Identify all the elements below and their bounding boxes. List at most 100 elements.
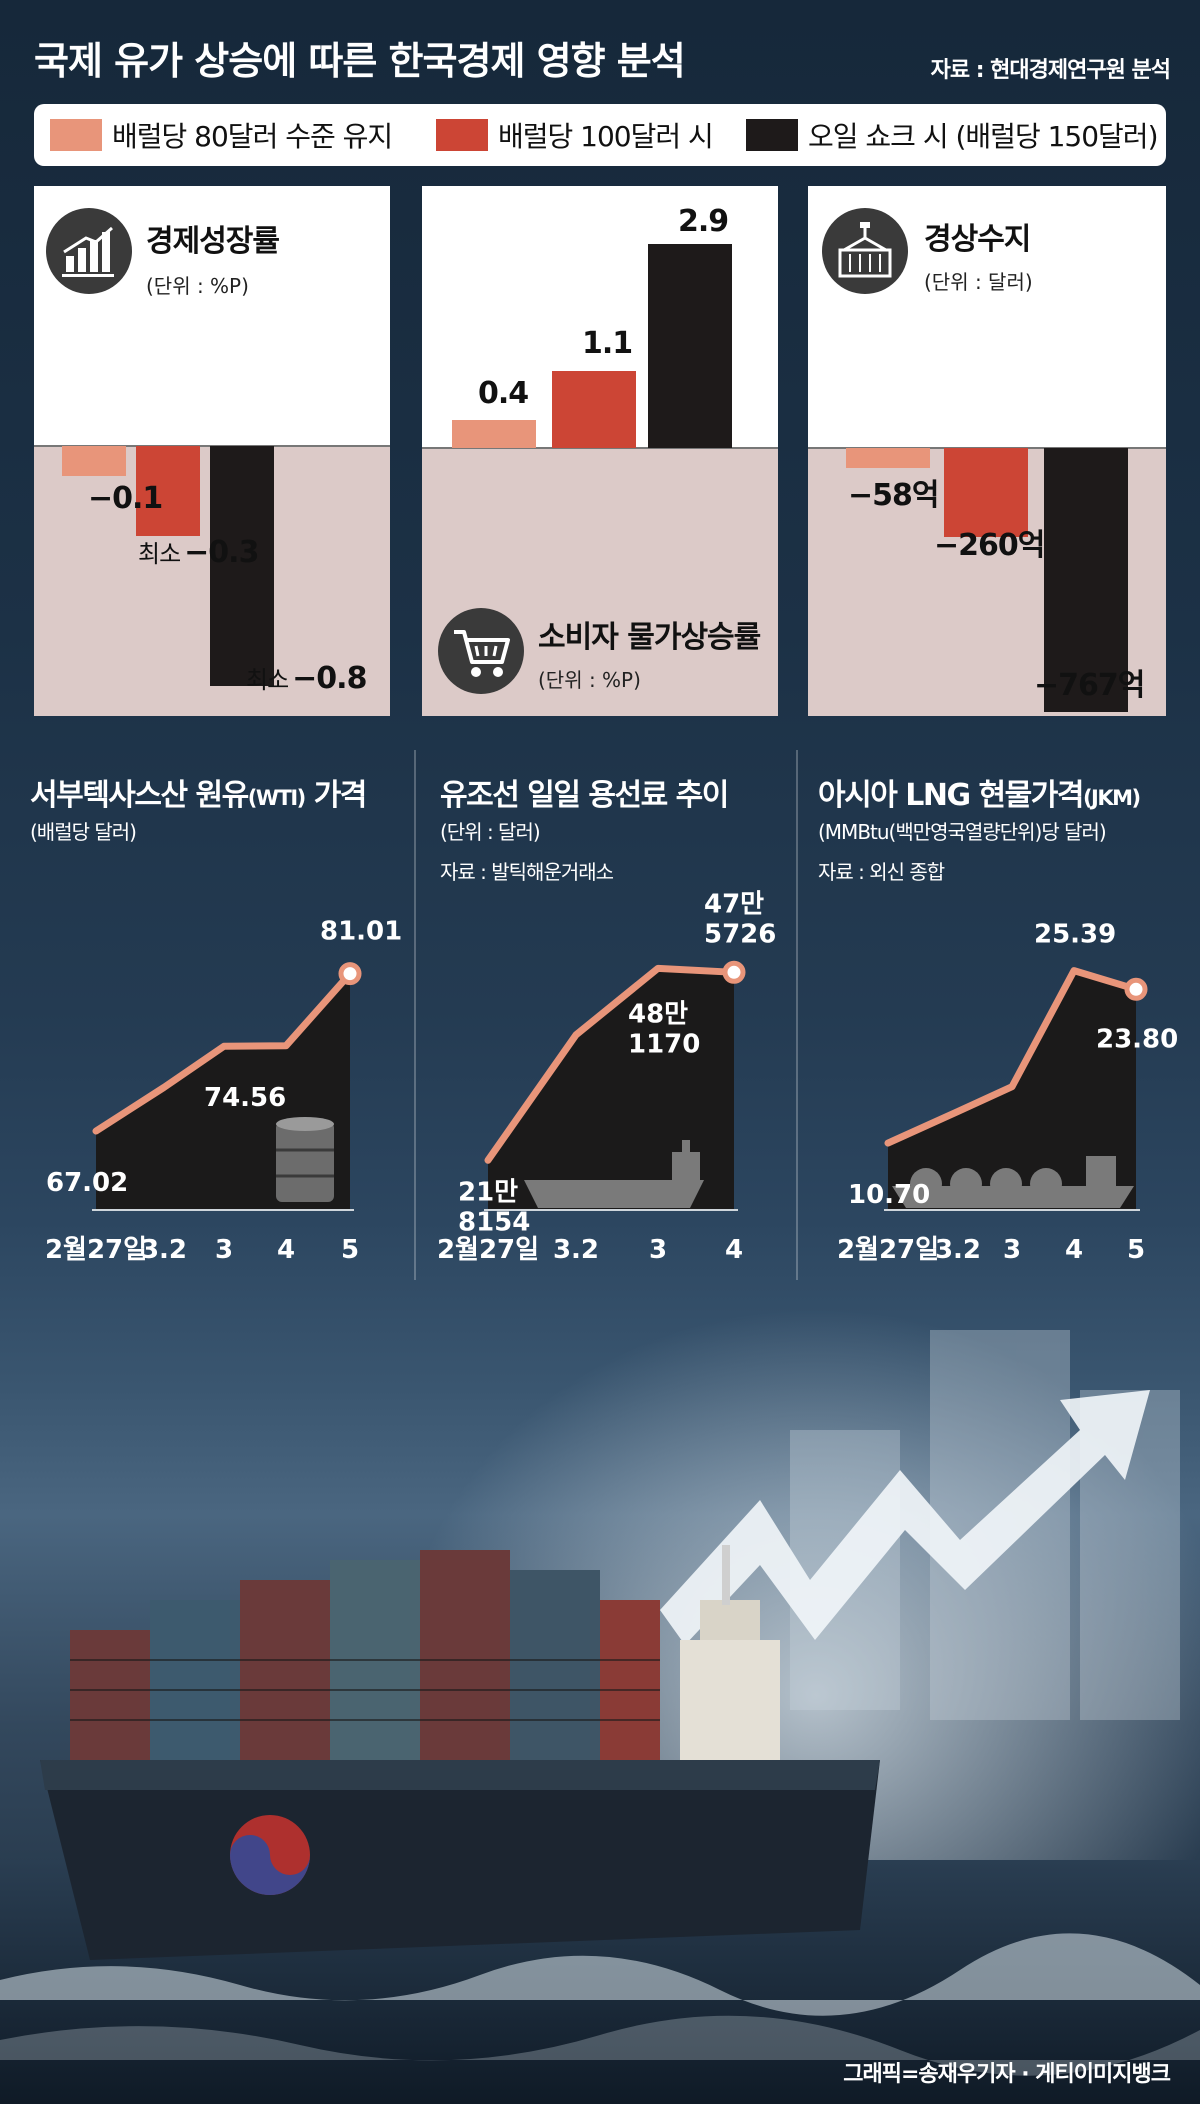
cpi-panel: 소비자 물가상승률 (단위 : %P) 0.4 1.1 2.9 [422,186,778,716]
bar-label-80: −0.1 [88,481,163,516]
point-label-line: 10.70 [848,1180,930,1210]
legend: 배럴당 80달러 수준 유지 배럴당 100달러 시 오일 쇼크 시 (배럴당 … [34,104,1166,166]
bar-80 [846,448,930,468]
legend-item-150: 오일 쇼크 시 (배럴당 150달러) [746,104,1158,166]
graphic-credit: 그래픽=송재우기자 · 게티이미지뱅크 [843,2062,1171,2087]
ship-bridge [672,1152,700,1180]
point-label: 25.39 [1034,920,1116,950]
end-point-marker [1124,977,1148,1001]
tanker-ship-icon [524,1140,704,1208]
point-label-line: 47만 [704,889,764,919]
legend-label-80: 배럴당 80달러 수준 유지 [112,120,393,153]
bar-label-150: −767억 [1034,668,1145,703]
point-label-line: 74.56 [204,1083,286,1113]
section-divider [414,750,416,1280]
x-tick-label: 3 [215,1235,233,1265]
point-label-line: 23.80 [1096,1024,1178,1054]
point-label-line: 67.02 [46,1168,128,1198]
point-label: 81.01 [320,917,402,947]
gdp-growth-panel: 경제성장률 (단위 : %P) −0.1 최소 −0.3 최소 −0.8 [34,186,390,716]
x-tick-label: 3 [1003,1235,1021,1265]
end-point-marker [722,960,746,984]
panel-unit: (단위 : %P) [146,274,249,298]
ship-bridge [1086,1156,1116,1186]
area-fill [488,968,734,1210]
bar-label-80: −58억 [848,478,939,513]
rising-arrow-icon [660,1390,1150,1645]
legend-label-150: 오일 쇼크 시 (배럴당 150달러) [808,120,1158,153]
point-label-line: 5726 [704,919,776,949]
series-line [92,970,354,1135]
waves [0,1933,1200,2076]
bar-150 [210,446,274,686]
lng-tank [910,1168,942,1200]
panel-title: 경제성장률 [146,224,280,259]
barrel-body [276,1122,334,1202]
bar-label-100: 최소 −0.3 [138,535,259,570]
x-tick-label: 4 [277,1235,295,1265]
lng-title: 아시아 LNG 현물가격(JKM) [818,778,1141,813]
shopping-cart-icon [438,608,524,694]
legend-swatch-100 [436,119,488,151]
point-label: 48만 1170 [628,999,700,1059]
panel-title: 경상수지 [924,222,1031,257]
container-crane-icon [822,208,908,294]
lng-tank [1030,1168,1062,1200]
lng-carrier-icon [892,1156,1134,1208]
bar-100 [136,446,200,536]
x-tick-label: 4 [725,1235,743,1265]
point-label: 74.56 [204,1083,286,1113]
tanker-title: 유조선 일일 용선료 추이 [440,778,729,813]
end-point-marker [338,962,362,986]
barrel-top [276,1117,334,1131]
bar-label-100: −260억 [934,528,1045,563]
point-label: 67.02 [46,1168,128,1198]
tanker-source: 자료 : 발틱해운거래소 [440,860,614,884]
point-label: 23.80 [1096,1024,1178,1054]
bar-150 [648,244,732,448]
panel-unit: (단위 : %P) [538,668,641,692]
bar-100 [944,448,1028,538]
point-label: 47만 5726 [704,889,776,949]
tanker-unit: (단위 : 달러) [440,820,541,844]
lng-tank [950,1168,982,1200]
point-label-line: 8154 [458,1207,530,1237]
bar-label-150: 최소 −0.8 [246,661,367,696]
legend-label-100: 배럴당 100달러 시 [498,120,714,153]
x-tick-label: 3.2 [935,1235,981,1265]
bar-80 [452,419,536,448]
point-label-line: 1170 [628,1029,700,1059]
lng-unit: (MMBtu(백만영국열량단위)당 달러) [818,820,1107,844]
point-label-line: 81.01 [320,917,402,947]
legend-swatch-150 [746,119,798,151]
x-tick-label: 5 [341,1235,359,1265]
series-line [884,967,1140,1147]
bar-80 [62,446,126,476]
x-tick-label: 5 [1127,1235,1145,1265]
current-account-panel: 경상수지 (단위 : 달러) −58억 −260억 −767억 [808,186,1166,716]
point-label-line: 21만 [458,1177,518,1207]
x-tick-label: 3.2 [141,1235,187,1265]
legend-item-100: 배럴당 100달러 시 [436,104,714,166]
bar-100 [552,370,636,448]
wti-title: 서부텍사스산 원유(WTI) 가격 [30,778,367,813]
point-label-line: 25.39 [1034,920,1116,950]
point-label: 21만 8154 [458,1177,530,1237]
x-tick-label: 3.2 [553,1235,599,1265]
legend-swatch-80 [50,119,102,151]
x-tick-label: 4 [1065,1235,1083,1265]
bar-150 [1044,448,1128,712]
data-source: 자료 : 현대경제연구원 분석 [930,58,1171,83]
x-tick-label: 3 [649,1235,667,1265]
page-title: 국제 유가 상승에 따른 한국경제 영향 분석 [34,39,686,83]
panel-unit: (단위 : 달러) [924,270,1033,294]
bar-label-150: 2.9 [678,204,729,239]
container-ship-illustration [40,1545,880,1960]
x-tick-label: 2월27일 [437,1235,539,1265]
point-label-line: 48만 [628,999,688,1029]
lng-source: 자료 : 외신 종합 [818,860,945,884]
x-tick-label: 2월27일 [45,1235,147,1265]
